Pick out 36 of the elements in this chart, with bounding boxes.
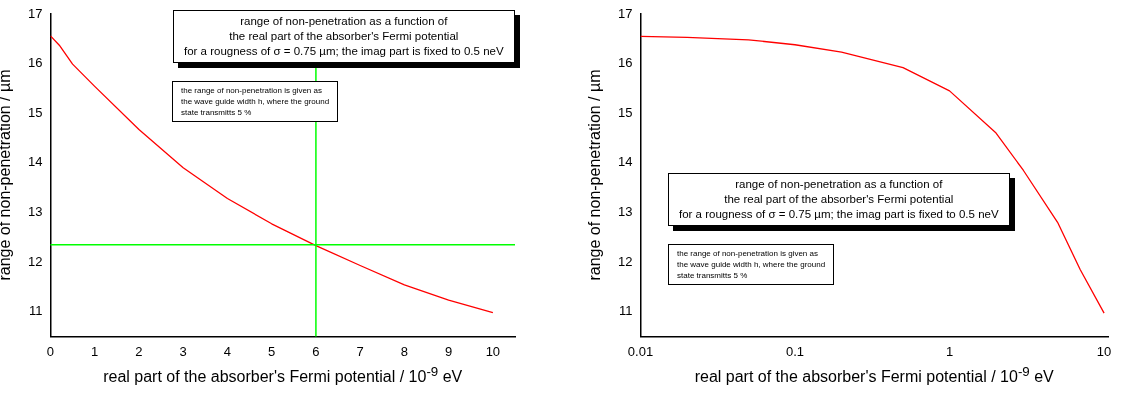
x-tick-label: 4 — [223, 343, 232, 359]
y-tick-label: 16 — [27, 55, 43, 71]
y-tick-label: 13 — [617, 203, 633, 219]
y-tick-label: 14 — [617, 154, 633, 170]
x-tick-label: 6 — [312, 343, 320, 359]
x-tick-label: 10 — [485, 343, 501, 359]
annotation: range of non-penetration as a function of the real part of the absorber's Fermi potential for a rougness of σ = 0.75 µm; the imag part is fixed to 0.5 neV — [173, 10, 515, 63]
y-tick-label: 11 — [28, 303, 43, 319]
y-tick-label: 17 — [27, 5, 43, 21]
y-tick-label: 15 — [27, 104, 43, 120]
x-tick-label: 0.01 — [627, 343, 654, 359]
x-tick-label: 8 — [400, 343, 409, 359]
annotation: range of non-penetration as a function of the real part of the absorber's Fermi potential for a rougness of σ = 0.75 µm; the imag part is fixed to 0.5 neV — [668, 173, 1010, 226]
x-tick-label: 9 — [445, 343, 453, 359]
y-tick-label: 14 — [27, 154, 43, 170]
x-tick-label: 3 — [179, 343, 187, 359]
x-tick-label: 1 — [91, 343, 99, 359]
y-tick-label: 17 — [617, 5, 633, 21]
x-axis-title: real part of the absorber's Fermi potential / 10$^{-9}$ eV — [103, 364, 463, 387]
x-tick-label: 7 — [356, 343, 364, 359]
y-axis-title: range of non-penetration / µm — [586, 69, 605, 281]
x-tick-label: 0.1 — [785, 343, 805, 359]
y-tick-label: 16 — [617, 55, 633, 71]
x-tick-label: 10 — [1096, 343, 1112, 359]
y-tick-label: 12 — [617, 253, 633, 269]
x-tick-label: 2 — [135, 343, 143, 359]
x-tick-label: 0 — [46, 343, 55, 359]
y-tick-label: 13 — [27, 203, 43, 219]
y-tick-label: 15 — [617, 104, 633, 120]
x-tick-label: 5 — [268, 343, 276, 359]
annotation: the range of non-penetration is given as the wave guide width h, where the ground state transmitts 5 % — [172, 81, 339, 122]
annotation: the range of non-penetration is given as the wave guide width h, where the ground state transmitts 5 % — [668, 244, 835, 285]
y-tick-label: 12 — [27, 253, 43, 269]
x-tick-label: 1 — [945, 343, 954, 359]
x-axis-title: real part of the absorber's Fermi potential / 10$^{-9}$ eV — [694, 364, 1054, 387]
y-tick-label: 11 — [618, 303, 633, 319]
